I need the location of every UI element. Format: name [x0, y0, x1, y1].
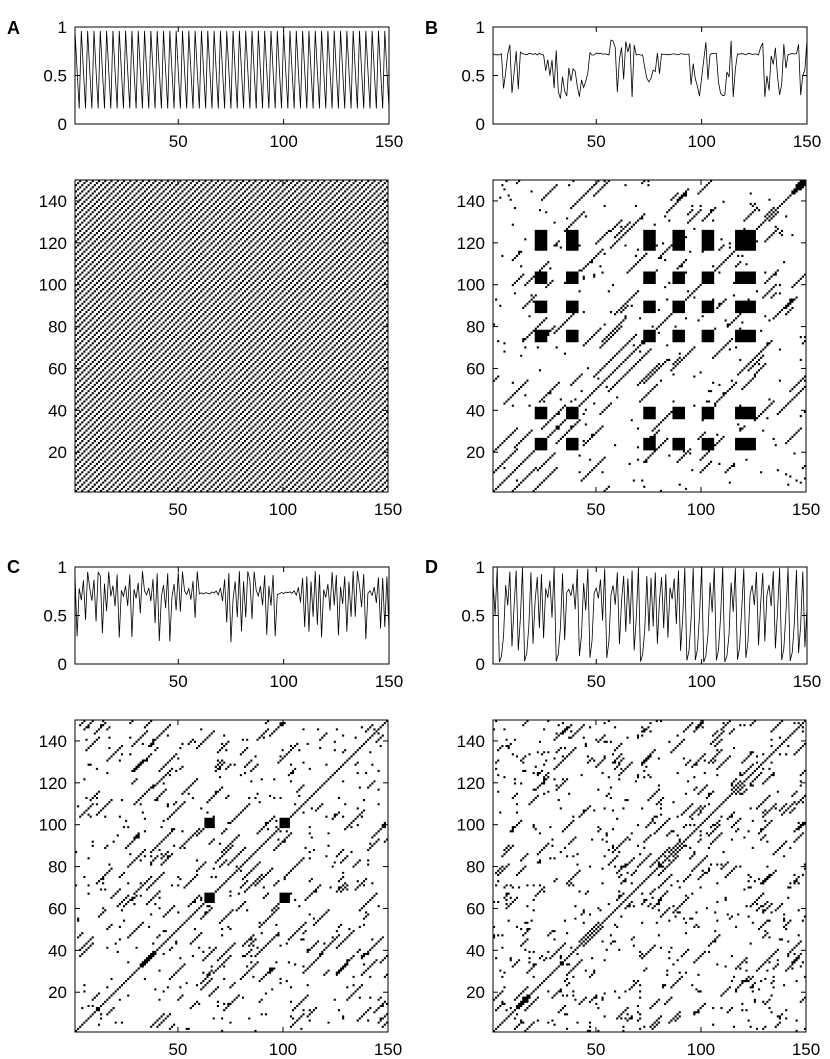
x-tick-label: 150 — [374, 500, 402, 519]
y-tick-label: 20 — [48, 983, 67, 1002]
series-line — [492, 39, 808, 99]
chart-a-timeseries: 50 100 150 0 0.5 1 — [43, 18, 403, 151]
y-tick-label: 140 — [39, 192, 67, 211]
y-tick-label: 0.5 — [43, 607, 67, 626]
series-line — [74, 30, 390, 109]
x-tick-label: 50 — [169, 672, 188, 691]
axes-frame — [492, 719, 807, 1033]
y-tick-label: 20 — [48, 443, 67, 462]
chart-d-timeseries: 50 100 150 0 0.5 1 — [461, 558, 821, 691]
y-tick-label: 0.5 — [461, 607, 485, 626]
x-tick-label: 150 — [793, 672, 821, 691]
y-tick-label: 100 — [39, 276, 67, 295]
y-tick-label: 0 — [58, 655, 67, 674]
chart-b-timeseries: 50 100 150 0 0.5 1 — [461, 18, 821, 151]
y-tick-label: 100 — [457, 276, 485, 295]
series-line — [74, 571, 390, 643]
y-tick-label: 1 — [476, 558, 485, 577]
axes-frame — [74, 719, 389, 1033]
chart-c-timeseries: 50 100 150 0 0.5 1 — [43, 558, 403, 691]
x-tick-label: 150 — [374, 1040, 402, 1059]
x-tick-label: 50 — [169, 132, 188, 151]
y-tick-label: 100 — [39, 816, 67, 835]
panel-label-c: C — [7, 557, 20, 577]
y-tick-label: 60 — [48, 899, 67, 918]
chart-c-recurrence-plot: 50 100 150 20 40 60 80 100 120 140 — [39, 719, 402, 1059]
y-tick-label: 120 — [39, 234, 67, 253]
x-tick-label: 50 — [586, 500, 605, 519]
y-tick-label: 80 — [48, 858, 67, 877]
y-tick-label: 140 — [39, 732, 67, 751]
y-tick-label: 120 — [39, 774, 67, 793]
y-tick-label: 0 — [476, 655, 485, 674]
chart-a-recurrence-plot: 50 100 150 20 40 60 80 100 120 140 — [39, 179, 402, 519]
y-tick-label: 20 — [466, 443, 485, 462]
y-tick-label: 0 — [58, 115, 67, 134]
y-tick-label: 80 — [466, 318, 485, 337]
x-tick-label: 100 — [269, 1040, 297, 1059]
recurrence-points — [493, 180, 806, 492]
axes-frame — [74, 179, 389, 493]
panel-label-d: D — [425, 557, 438, 577]
recurrence-points — [75, 180, 388, 492]
x-tick-label: 50 — [587, 672, 606, 691]
recurrence-points — [75, 720, 388, 1032]
x-tick-label: 100 — [269, 672, 297, 691]
x-tick-label: 150 — [792, 1040, 820, 1059]
x-tick-label: 50 — [587, 132, 606, 151]
y-tick-label: 40 — [466, 941, 485, 960]
y-tick-label: 80 — [466, 858, 485, 877]
y-tick-label: 1 — [476, 18, 485, 37]
x-tick-label: 50 — [168, 500, 187, 519]
y-tick-label: 120 — [457, 234, 485, 253]
x-tick-label: 100 — [687, 500, 715, 519]
x-tick-label: 50 — [586, 1040, 605, 1059]
y-tick-label: 0.5 — [43, 67, 67, 86]
chart-b-recurrence-plot: 50 100 150 20 40 60 80 100 120 140 — [457, 179, 820, 519]
y-tick-label: 80 — [48, 318, 67, 337]
x-tick-label: 150 — [792, 500, 820, 519]
chart-d-recurrence-plot: 50 100 150 20 40 60 80 100 120 140 — [457, 719, 820, 1059]
recurrence-points — [493, 720, 806, 1032]
series-line — [492, 567, 808, 663]
y-tick-label: 60 — [466, 899, 485, 918]
y-tick-label: 20 — [466, 983, 485, 1002]
y-tick-label: 40 — [48, 941, 67, 960]
axes-frame — [492, 26, 808, 125]
y-tick-label: 140 — [457, 732, 485, 751]
x-tick-label: 50 — [168, 1040, 187, 1059]
x-tick-label: 150 — [375, 132, 403, 151]
y-tick-label: 40 — [48, 401, 67, 420]
panel-label-a: A — [7, 18, 20, 38]
y-tick-label: 0 — [476, 115, 485, 134]
y-tick-label: 1 — [58, 18, 67, 37]
y-tick-label: 1 — [58, 558, 67, 577]
y-tick-label: 120 — [457, 774, 485, 793]
y-tick-label: 0.5 — [461, 67, 485, 86]
x-tick-label: 100 — [687, 1040, 715, 1059]
x-tick-label: 100 — [687, 672, 715, 691]
x-tick-label: 150 — [375, 672, 403, 691]
y-tick-label: 60 — [48, 359, 67, 378]
y-tick-label: 140 — [457, 192, 485, 211]
x-tick-label: 100 — [269, 132, 297, 151]
x-tick-label: 100 — [269, 500, 297, 519]
panel-label-b: B — [425, 18, 438, 38]
y-tick-label: 100 — [457, 816, 485, 835]
x-tick-label: 150 — [793, 132, 821, 151]
y-tick-label: 40 — [466, 401, 485, 420]
y-tick-label: 60 — [466, 359, 485, 378]
x-tick-label: 100 — [687, 132, 715, 151]
axes-frame — [492, 179, 807, 493]
